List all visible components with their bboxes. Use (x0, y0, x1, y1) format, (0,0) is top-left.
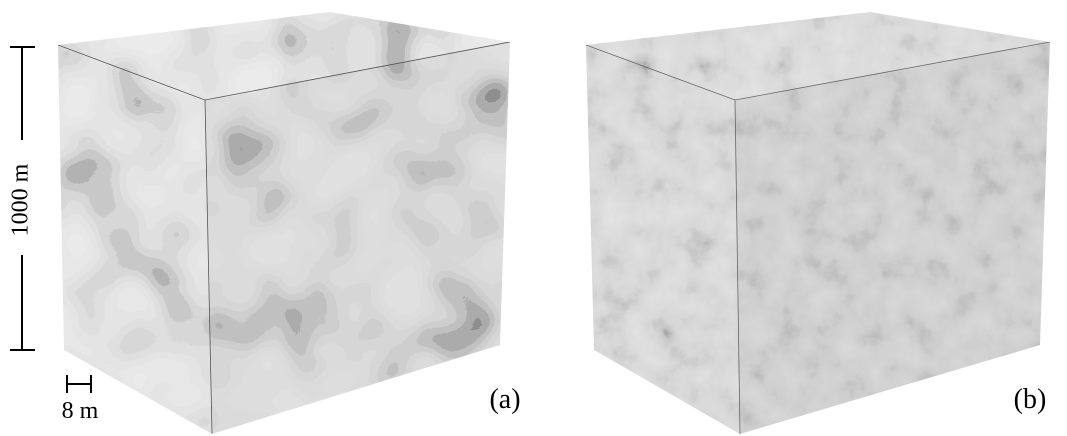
horizontal-scale-bar (67, 375, 91, 393)
horizontal-scale-label: 8 m (62, 398, 99, 424)
figure: 1000 m 8 m (a) (b) (0, 0, 1067, 436)
panel-label: (a) (489, 384, 520, 415)
vertical-scale-label: 1000 m (8, 163, 34, 236)
panel-label: (b) (1014, 384, 1047, 415)
cube-a (50, 5, 520, 436)
cube-b (580, 5, 1060, 436)
